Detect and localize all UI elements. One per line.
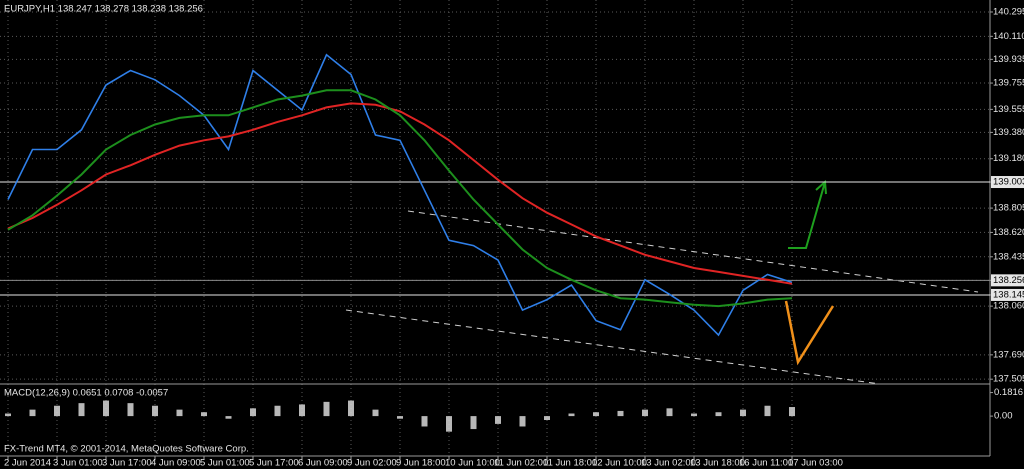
macd-bar (372, 409, 379, 417)
macd-bar (323, 401, 330, 417)
y-tick-label: 0.00 (994, 411, 1013, 422)
price-series (7, 102, 793, 285)
y-tick-label: 138.256 (993, 275, 1024, 286)
y-tick-label: 139.380 (993, 127, 1024, 138)
x-tick-label: 9 Jun 02:00 (347, 458, 397, 469)
y-tick-label: 138.145 (993, 289, 1024, 300)
macd-bar (201, 412, 207, 417)
x-tick-label: 17 Jun 03:00 (788, 458, 843, 469)
y-tick-label: 139.180 (993, 153, 1024, 164)
y-tick-label: 139.935 (993, 54, 1024, 65)
macd-bar (691, 413, 697, 417)
y-tick-label: 138.805 (993, 203, 1024, 214)
price-series (7, 89, 793, 308)
price-series (7, 53, 793, 337)
macd-bar (152, 405, 158, 417)
macd-bar (54, 405, 60, 417)
macd-bar (127, 403, 134, 417)
price-highlight (991, 274, 1024, 287)
y-tick-label: 140.110 (993, 31, 1024, 42)
x-tick-label: 5 Jun 01:00 (200, 458, 250, 469)
x-tick-label: 12 Jun 10:00 (592, 458, 647, 469)
macd-bar (568, 413, 575, 417)
x-tick-label: 13 Jun 02:00 (641, 458, 696, 469)
macd-title: MACD(12,26,9) 0.0651 0.0708 -0.0057 (4, 388, 168, 399)
y-tick-label: 138.435 (993, 251, 1024, 262)
x-tick-label: 6 Jun 09:00 (298, 458, 348, 469)
x-tick-label: 10 Jun 10:00 (445, 458, 500, 469)
y-tick-label: 139.555 (993, 104, 1024, 115)
x-tick-label: 11 Jun 02:00 (494, 458, 548, 469)
macd-bar (103, 400, 109, 417)
y-tick-label: 139.755 (993, 78, 1024, 89)
y-tick-label: 137.505 (993, 374, 1024, 385)
forecast-arrow (784, 300, 835, 366)
macd-bar (544, 416, 550, 420)
x-tick-label: 2 Jun 2014 (4, 458, 51, 469)
x-tick-label: 3 Jun 01:00 (53, 458, 103, 469)
macd-bar (617, 410, 624, 417)
x-tick-label: 9 Jun 18:00 (396, 458, 446, 469)
forecast-arrow (788, 181, 826, 249)
macd-bar (642, 409, 648, 417)
macd-bar (446, 416, 452, 432)
price-highlight (991, 176, 1024, 189)
macd-bar (397, 416, 403, 419)
macd-bar (519, 416, 526, 427)
macd-bar (176, 409, 183, 417)
macd-bar (5, 413, 11, 417)
macd-bar (764, 405, 771, 417)
macd-bar (78, 403, 85, 417)
price-highlight (991, 288, 1024, 301)
trend-line (345, 309, 881, 385)
y-tick-label: 138.620 (993, 227, 1024, 238)
macd-bar (740, 409, 746, 417)
macd-bar (274, 405, 281, 417)
y-tick-label: 138.060 (993, 301, 1024, 312)
macd-bar (299, 404, 305, 417)
macd-bar (421, 416, 428, 427)
macd-bar (225, 416, 232, 419)
macd-bar (593, 412, 599, 417)
trend-line (407, 210, 979, 293)
macd-bar (29, 409, 36, 417)
macd-bar (495, 416, 501, 424)
copyright: FX-Trend MT4, © 2001-2014, MetaQuotes So… (4, 444, 249, 455)
x-tick-label: 13 Jun 18:00 (690, 458, 745, 469)
x-tick-label: 3 Jun 17:00 (102, 458, 152, 469)
macd-bar (789, 407, 795, 417)
x-tick-label: 16 Jun 11:00 (739, 458, 793, 469)
macd-bar (715, 412, 722, 417)
macd-bar (470, 416, 477, 430)
x-tick-label: 11 Jun 18:00 (543, 458, 597, 469)
macd-bar (348, 400, 354, 417)
y-tick-label: 137.690 (993, 349, 1024, 360)
y-tick-label: 139.003 (993, 177, 1024, 188)
chart-title: EURJPY,H1 138.247 138.278 138.238 138.25… (4, 4, 203, 15)
x-tick-label: 5 Jun 17:00 (249, 458, 299, 469)
y-tick-label: 140.295 (993, 6, 1024, 17)
macd-bar (666, 408, 673, 417)
x-tick-label: 4 Jun 09:00 (151, 458, 201, 469)
y-tick-label: 0.1816 (994, 387, 1023, 398)
macd-bar (250, 408, 256, 417)
